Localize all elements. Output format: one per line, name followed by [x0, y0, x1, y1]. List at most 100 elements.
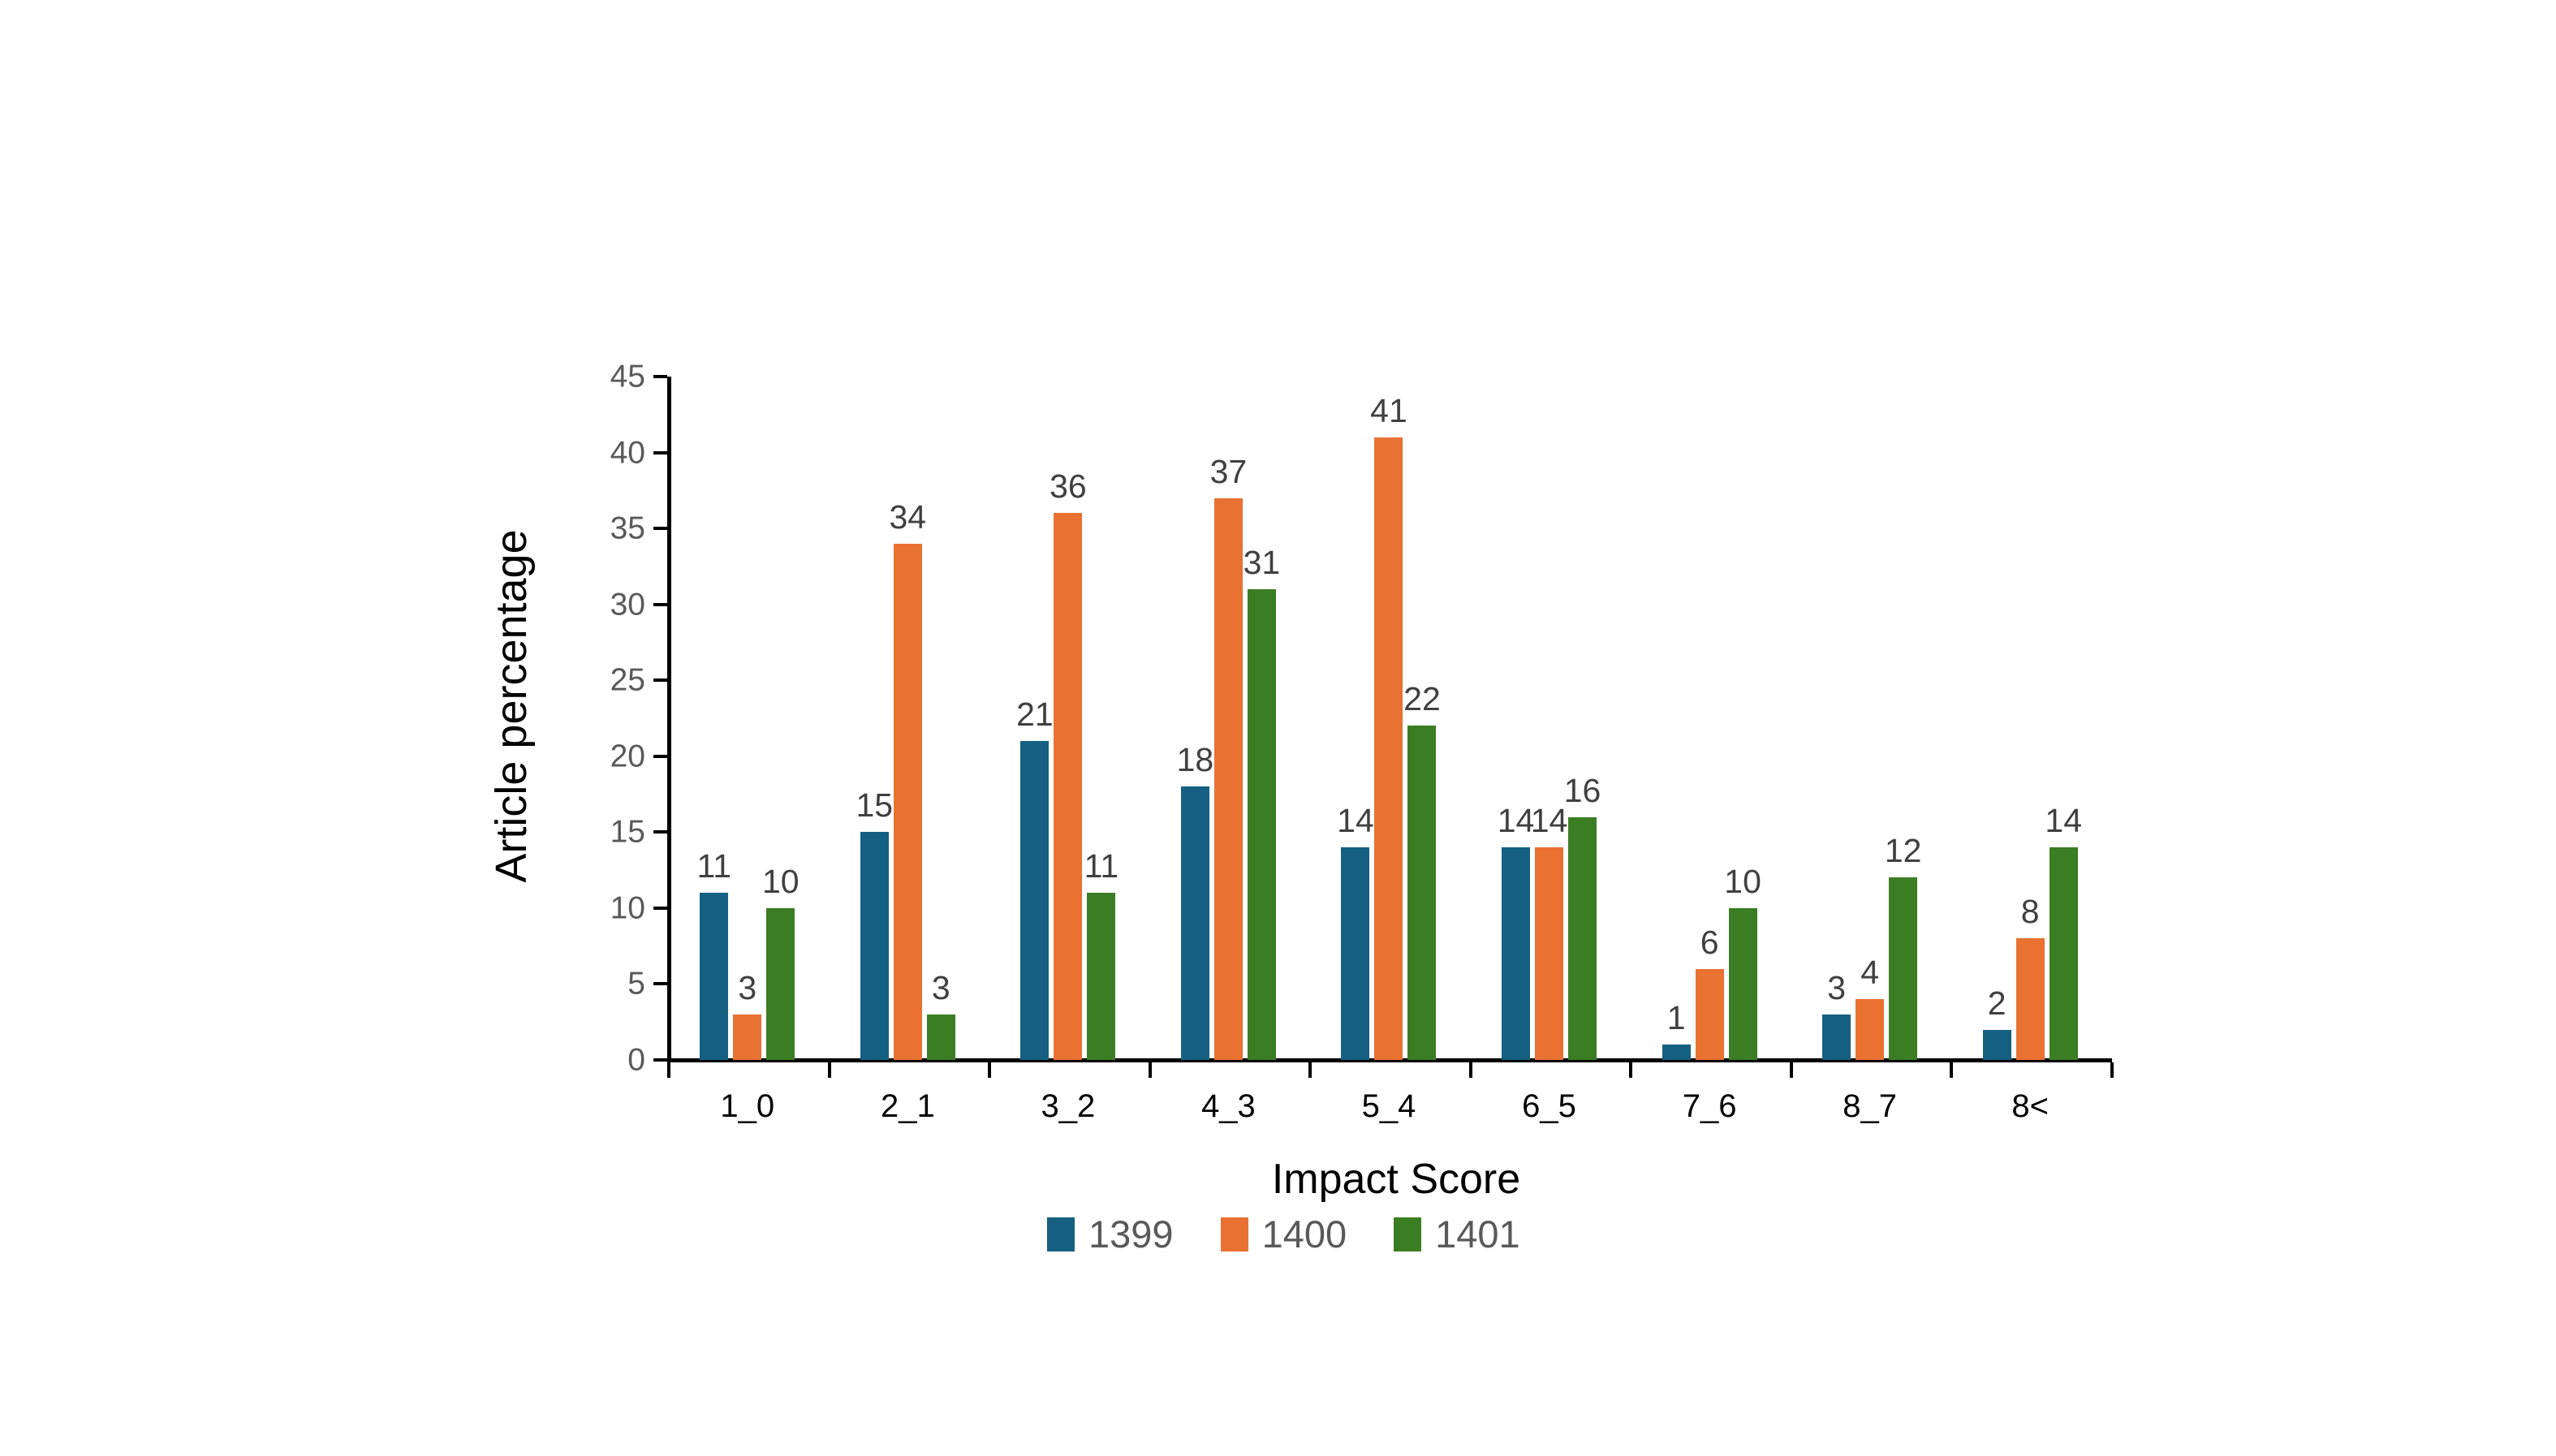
bar[interactable] [1213, 498, 1243, 1060]
x-tick-label: 2_1 [880, 1088, 935, 1124]
bar[interactable] [1247, 588, 1276, 1060]
y-tick-mark [653, 906, 667, 910]
bar-value-label: 18 [1176, 741, 1214, 779]
x-tick-label: 1_0 [720, 1088, 775, 1124]
bar[interactable] [1407, 726, 1437, 1060]
bar-value-label: 14 [2045, 802, 2083, 840]
bar[interactable] [1728, 907, 1757, 1060]
bar[interactable] [1502, 847, 1531, 1060]
x-tick-mark [988, 1062, 992, 1078]
y-tick-label: 10 [610, 890, 645, 926]
bar-value-label: 2 [1987, 984, 2006, 1022]
bar[interactable] [926, 1014, 955, 1060]
x-axis-title: Impact Score [1271, 1156, 1521, 1203]
bar[interactable] [1695, 968, 1724, 1060]
bar[interactable] [1180, 786, 1209, 1060]
bar-group: 3 4 12 [1790, 377, 1950, 1060]
bar-value-label: 10 [761, 862, 800, 900]
y-tick-label: 15 [610, 814, 645, 850]
x-tick-label: 6_5 [1522, 1088, 1576, 1124]
x-tick-label: 3_2 [1041, 1088, 1096, 1124]
bar-group: 11 3 10 [667, 377, 828, 1060]
y-axis-line [667, 377, 671, 1062]
bar[interactable] [1856, 999, 1885, 1060]
y-tick-label: 25 [610, 662, 645, 698]
legend-item[interactable]: 1400 [1220, 1213, 1347, 1256]
bar-value-label: 22 [1403, 680, 1441, 718]
x-tick-mark [1629, 1062, 1633, 1078]
x-tick-mark [1789, 1062, 1793, 1078]
bar-value-label: 4 [1860, 954, 1880, 992]
bar-group: 1 6 10 [1629, 377, 1790, 1060]
bar-value-label: 14 [1337, 802, 1374, 840]
legend-label: 1401 [1435, 1213, 1520, 1256]
bar[interactable] [700, 893, 729, 1060]
bar-value-label: 34 [889, 498, 927, 536]
bar[interactable] [1087, 893, 1116, 1060]
x-tick-mark [1950, 1062, 1954, 1078]
x-axis-line [667, 1058, 2112, 1062]
bar-group: 2 8 14 [1950, 377, 2110, 1060]
bar-group: 15 34 3 [828, 377, 989, 1060]
x-tick-label: 5_4 [1361, 1088, 1416, 1124]
legend-swatch-icon [1220, 1217, 1248, 1251]
bar-value-label: 11 [1084, 847, 1119, 885]
x-tick-label: 8< [2011, 1088, 2050, 1124]
bar[interactable] [1822, 1014, 1851, 1060]
bar[interactable] [1535, 847, 1564, 1060]
bar-value-label: 14 [1497, 802, 1535, 840]
bar-value-label: 1 [1666, 999, 1686, 1037]
legend-item[interactable]: 1401 [1394, 1215, 1520, 1253]
x-tick-mark [667, 1062, 670, 1078]
bar[interactable] [2015, 938, 2045, 1060]
y-tick-label: 40 [610, 435, 645, 471]
x-tick-mark [1308, 1062, 1312, 1078]
x-tick-mark [2110, 1062, 2114, 1078]
bar[interactable] [1020, 741, 1050, 1060]
y-axis-title: Article percentage [487, 529, 536, 883]
y-tick-mark [653, 450, 667, 454]
legend-item[interactable]: 1399 [1047, 1215, 1174, 1253]
bar-value-label: 31 [1243, 543, 1281, 581]
bar[interactable] [1374, 437, 1403, 1060]
bar-value-label: 16 [1563, 771, 1601, 809]
bar[interactable] [1662, 1045, 1691, 1060]
x-tick-mark [1468, 1062, 1472, 1078]
bar[interactable] [2049, 847, 2078, 1060]
bar[interactable] [860, 832, 889, 1060]
plot-area: 11 3 10 15 34 3 21 36 11 18 37 31 14 41 22 14 14 16 1 6 10 3 4… [667, 377, 2110, 1060]
bar-value-label: 3 [931, 968, 950, 1006]
y-tick-mark [653, 1058, 667, 1062]
chart-legend: 1399 1400 1401 [1047, 1215, 1520, 1253]
bar[interactable] [733, 1014, 762, 1060]
y-tick-mark [653, 527, 667, 531]
bar-group: 14 14 16 [1469, 377, 1630, 1060]
bar[interactable] [1054, 513, 1083, 1060]
bar[interactable] [1889, 877, 1918, 1060]
bar-value-label: 6 [1700, 923, 1719, 961]
legend-label: 1400 [1261, 1213, 1347, 1256]
bar[interactable] [1568, 816, 1597, 1060]
legend-swatch-icon [1394, 1217, 1422, 1251]
y-tick-label: 35 [610, 510, 645, 546]
bar[interactable] [1341, 847, 1370, 1060]
bar[interactable] [893, 543, 922, 1060]
bar[interactable] [1982, 1029, 2011, 1060]
y-tick-mark [653, 830, 667, 834]
bar-value-label: 37 [1209, 452, 1248, 490]
legend-label: 1399 [1088, 1213, 1174, 1256]
bar-value-label: 12 [1884, 832, 1922, 870]
y-tick-label: 30 [610, 587, 645, 622]
x-tick-mark [827, 1062, 831, 1078]
x-tick-mark [1148, 1062, 1152, 1078]
bar-value-label: 10 [1724, 862, 1761, 900]
bar-value-label: 8 [2020, 893, 2040, 931]
bar-group: 14 41 22 [1308, 377, 1469, 1060]
bar-group: 21 36 11 [988, 377, 1149, 1060]
x-tick-label: 7_6 [1682, 1088, 1737, 1124]
bar-value-label: 15 [856, 786, 894, 825]
legend-swatch-icon [1047, 1217, 1075, 1251]
bar-value-label: 41 [1370, 391, 1407, 429]
bar[interactable] [766, 907, 795, 1060]
